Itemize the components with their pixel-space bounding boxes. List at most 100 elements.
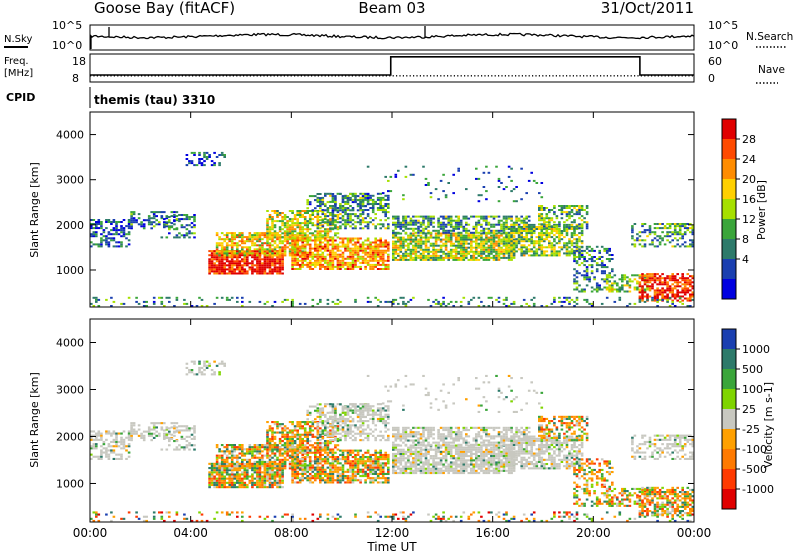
power-cell bbox=[409, 236, 413, 239]
velocity-cell bbox=[198, 369, 201, 372]
velocity-cell bbox=[258, 448, 262, 451]
velocity-cell bbox=[100, 449, 103, 452]
power-cell bbox=[568, 207, 571, 209]
power-cell bbox=[296, 261, 299, 264]
velocity-cell bbox=[218, 362, 221, 365]
velocity-cell bbox=[261, 465, 264, 468]
power-cell bbox=[545, 215, 549, 218]
power-cell bbox=[643, 291, 647, 294]
power-cell bbox=[470, 248, 473, 251]
velocity-cell bbox=[208, 479, 211, 482]
power-cell bbox=[439, 305, 443, 307]
power-cell bbox=[608, 276, 611, 279]
power-cell bbox=[538, 209, 541, 211]
power-cell bbox=[130, 211, 133, 214]
power-cell bbox=[321, 251, 325, 254]
noise-panel: N.Sky 10^5 10^0 10^5 10^0 N.Search bbox=[4, 19, 793, 52]
power-cell bbox=[392, 215, 395, 218]
power-cell bbox=[454, 221, 458, 224]
power-cell bbox=[424, 240, 428, 243]
power-cell bbox=[462, 296, 466, 299]
power-cell bbox=[326, 228, 330, 231]
power-cell bbox=[291, 245, 294, 248]
power-cell bbox=[482, 250, 486, 253]
power-cell bbox=[565, 234, 569, 237]
power-cell bbox=[605, 286, 609, 289]
power-cell bbox=[558, 230, 561, 232]
power-cell bbox=[366, 263, 370, 266]
power-cell bbox=[190, 222, 194, 225]
power-cell bbox=[502, 254, 506, 257]
power-cell bbox=[341, 245, 345, 248]
power-cell bbox=[384, 205, 387, 207]
power-cell bbox=[545, 221, 549, 224]
velocity-cell bbox=[210, 473, 214, 476]
velocity-cell bbox=[173, 422, 176, 425]
power-cell bbox=[369, 207, 372, 209]
velocity-cell bbox=[218, 486, 221, 489]
power-cell bbox=[447, 234, 450, 237]
velocity-cell bbox=[258, 473, 262, 476]
power-cell bbox=[336, 298, 340, 301]
power-cell bbox=[548, 221, 551, 224]
power-cell bbox=[633, 288, 637, 291]
power-cell bbox=[580, 227, 584, 230]
velocity-cell bbox=[218, 371, 221, 374]
power-cell bbox=[329, 251, 332, 254]
power-cell bbox=[392, 217, 395, 220]
velocity-cell bbox=[170, 433, 174, 436]
power-cell bbox=[543, 240, 546, 243]
power-cell bbox=[356, 255, 360, 258]
velocity-cell bbox=[213, 360, 216, 363]
power-cell bbox=[230, 270, 234, 273]
power-cell bbox=[538, 223, 541, 226]
power-cell bbox=[268, 256, 272, 259]
velocity-cell bbox=[253, 481, 257, 484]
power-cell bbox=[402, 219, 405, 222]
power-cell bbox=[641, 245, 644, 248]
power-cell bbox=[298, 230, 302, 233]
power-cell bbox=[105, 219, 108, 221]
power-cell bbox=[291, 218, 294, 221]
power-cell bbox=[371, 205, 375, 207]
power-cell bbox=[530, 223, 533, 226]
power-cell bbox=[291, 242, 294, 245]
power-cell bbox=[628, 280, 632, 283]
power-cell bbox=[359, 219, 362, 222]
power-cell bbox=[324, 232, 327, 235]
power-cell bbox=[92, 219, 96, 221]
power-cell bbox=[575, 242, 579, 245]
velocity-cell bbox=[236, 456, 239, 459]
power-cell bbox=[568, 242, 571, 245]
power-cell bbox=[263, 260, 267, 263]
power-cell bbox=[301, 253, 304, 256]
power-cell bbox=[676, 273, 679, 276]
power-cell bbox=[414, 242, 418, 245]
power-cell bbox=[379, 227, 382, 230]
power-cell bbox=[545, 217, 549, 220]
power-cell bbox=[485, 254, 488, 257]
power-cell bbox=[132, 219, 136, 222]
power-cell bbox=[676, 293, 679, 296]
power-cell bbox=[671, 275, 674, 278]
velocity-cell bbox=[236, 469, 239, 472]
power-cell bbox=[359, 227, 362, 230]
power-cell bbox=[530, 226, 533, 228]
power-cell bbox=[397, 252, 400, 255]
power-cell bbox=[439, 250, 443, 253]
power-cell bbox=[336, 261, 340, 264]
power-cell bbox=[278, 254, 282, 257]
power-cell bbox=[344, 213, 347, 216]
power-cell bbox=[364, 253, 367, 256]
power-cell bbox=[387, 227, 390, 230]
power-cell bbox=[500, 242, 503, 245]
power-cell bbox=[459, 236, 463, 239]
power-cell bbox=[278, 248, 282, 251]
power-cell bbox=[578, 217, 581, 220]
power-cell bbox=[540, 196, 544, 199]
power-cell bbox=[437, 198, 440, 201]
power-cell bbox=[676, 223, 679, 225]
power-cell bbox=[394, 175, 398, 178]
power-cell bbox=[560, 238, 564, 241]
power-cell bbox=[381, 196, 385, 199]
